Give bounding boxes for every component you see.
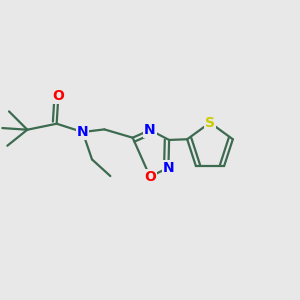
Text: N: N	[77, 125, 88, 139]
Text: O: O	[52, 89, 64, 103]
Text: N: N	[163, 161, 174, 175]
Text: O: O	[144, 170, 156, 184]
Text: S: S	[205, 116, 215, 130]
Text: N: N	[144, 123, 156, 137]
